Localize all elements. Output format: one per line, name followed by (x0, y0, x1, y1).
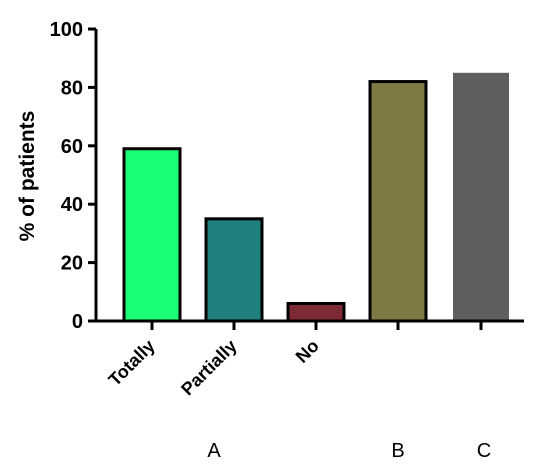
x-tick-label: Partially (177, 336, 241, 400)
y-tick-label: 0 (72, 311, 83, 333)
y-tick-label: 20 (61, 253, 83, 275)
y-tick-label: 80 (61, 77, 83, 99)
y-axis-label: % of patients (16, 111, 39, 242)
group-label: B (391, 440, 404, 462)
x-tick-label: Totally (105, 336, 159, 390)
bar (453, 72, 509, 321)
bar (286, 301, 346, 323)
bar (204, 217, 264, 323)
y-tick-label: 60 (61, 136, 83, 158)
group-label: A (207, 440, 221, 462)
y-tick-label: 40 (61, 194, 83, 216)
y-tick-label: 100 (50, 19, 83, 41)
group-label: C (477, 440, 491, 462)
bar (122, 147, 182, 323)
x-tick-label: No (292, 336, 323, 367)
bar (368, 80, 428, 323)
